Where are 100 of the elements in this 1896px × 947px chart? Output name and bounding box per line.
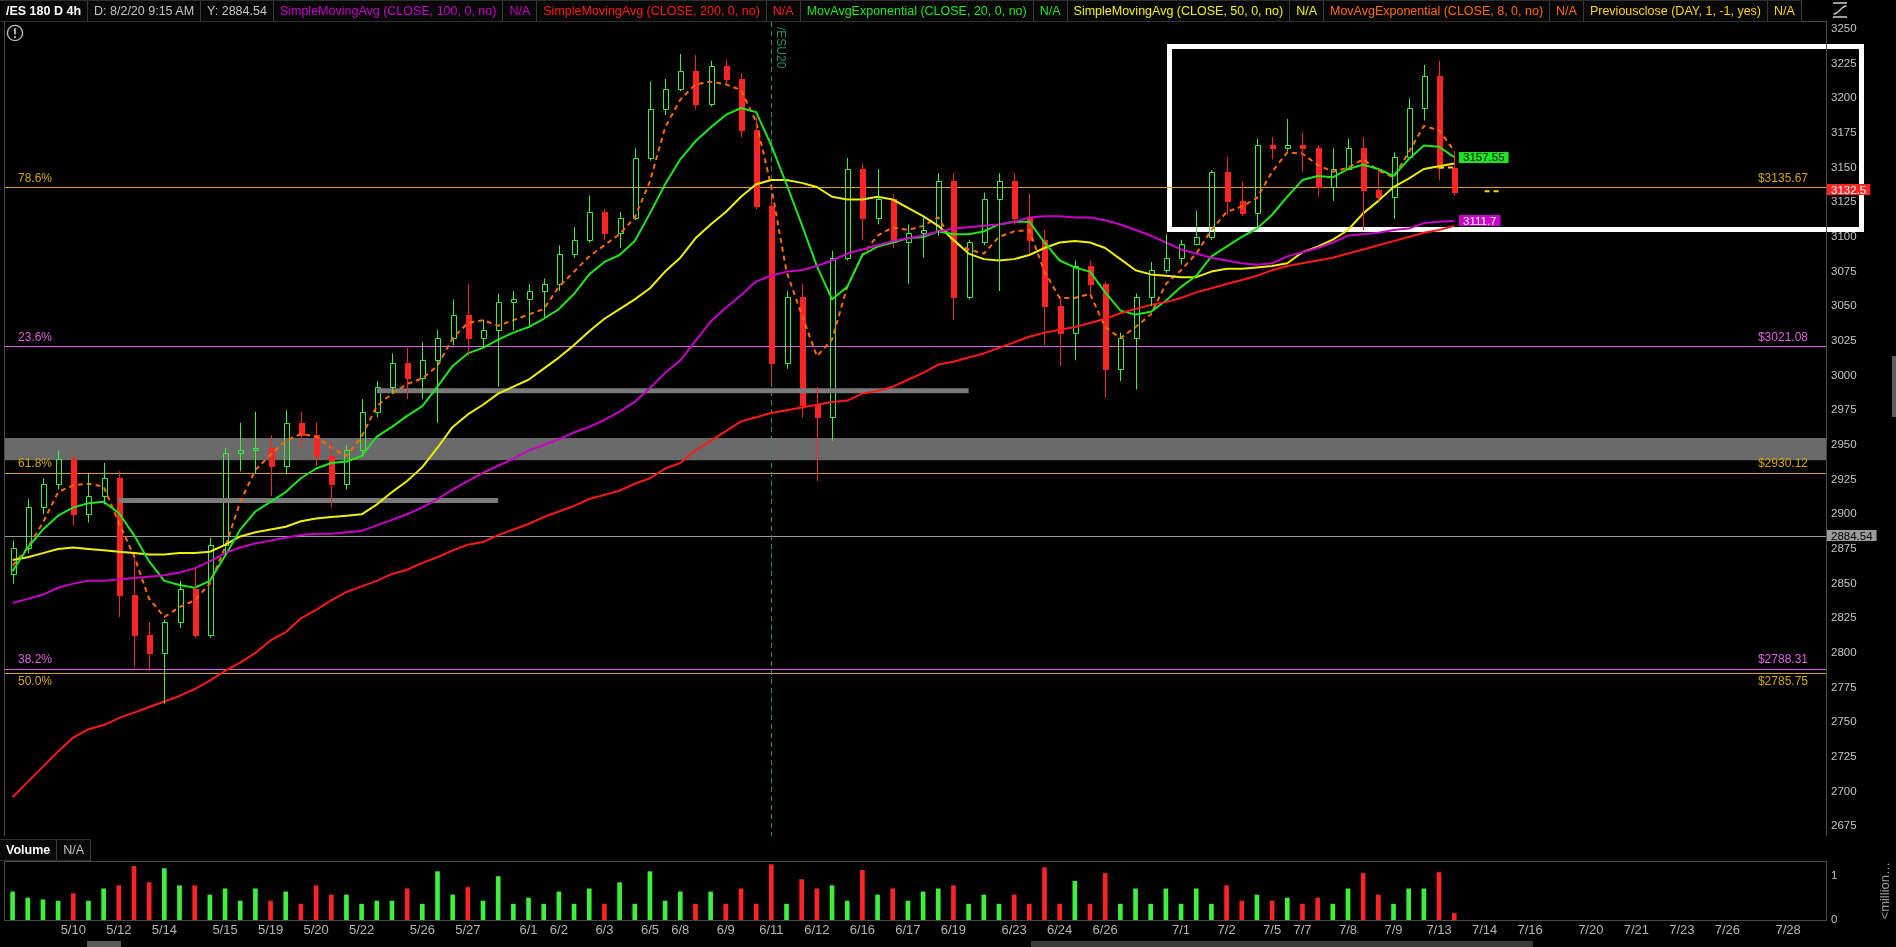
x-tick-label: 7/14 bbox=[1471, 922, 1498, 938]
y-tick-label: 2700 bbox=[1831, 784, 1857, 797]
bar bbox=[875, 894, 880, 920]
bar bbox=[192, 885, 198, 920]
candlestick bbox=[1376, 168, 1382, 202]
candlestick bbox=[253, 411, 259, 475]
x-tick-label: 6/23 bbox=[1001, 922, 1027, 938]
annotation: 38.2% bbox=[18, 652, 53, 667]
candlestick bbox=[329, 440, 335, 508]
text: D: 8/2/20 9:15 AM bbox=[88, 1, 202, 21]
candlestick bbox=[754, 117, 760, 210]
x-tick-label: 5/20 bbox=[303, 922, 329, 938]
ref-line-label: $3135.67 bbox=[1757, 170, 1809, 185]
x-tick-label: 7/20 bbox=[1578, 922, 1604, 938]
candlestick bbox=[223, 447, 229, 557]
candlestick bbox=[1255, 137, 1261, 228]
candlestick bbox=[314, 422, 320, 467]
x-tick-label: 7/13 bbox=[1426, 922, 1452, 938]
x-tick-label: 6/9 bbox=[716, 922, 735, 938]
y-tick-label: 2825 bbox=[1831, 611, 1857, 624]
bar bbox=[541, 903, 547, 920]
bar bbox=[769, 864, 774, 920]
candlestick bbox=[1270, 136, 1276, 160]
candlestick bbox=[269, 434, 275, 497]
bar bbox=[966, 903, 971, 920]
x-tick-label: 5/15 bbox=[212, 922, 238, 938]
candlestick bbox=[1300, 132, 1306, 173]
y-tick-label: 3125 bbox=[1831, 195, 1857, 208]
candlestick bbox=[1194, 210, 1200, 245]
y-tick-label: 3175 bbox=[1831, 126, 1857, 139]
candlestick bbox=[1316, 144, 1322, 198]
candlestick bbox=[876, 168, 882, 225]
ref-line-label: $3021.08 bbox=[1757, 329, 1809, 344]
x-tick-label: 5/12 bbox=[106, 922, 132, 938]
text: N/A bbox=[1033, 1, 1068, 21]
y-tick-label: 1 bbox=[1831, 869, 1838, 882]
bar bbox=[981, 894, 987, 920]
candlestick bbox=[739, 72, 745, 138]
candlestick bbox=[451, 298, 457, 346]
y-tick-label: 2850 bbox=[1831, 576, 1857, 589]
x-tick-label: 7/2 bbox=[1217, 922, 1236, 938]
y-tick-label: 3025 bbox=[1831, 334, 1857, 347]
candlestick bbox=[1164, 233, 1170, 274]
text: MovAvgExponential (CLOSE, 8, 0, no) bbox=[1323, 1, 1551, 21]
bar bbox=[1057, 903, 1062, 920]
text: Y: 2884.54 bbox=[201, 1, 274, 21]
candlestick bbox=[102, 462, 108, 506]
bar bbox=[1224, 885, 1229, 920]
candlestick bbox=[1134, 293, 1140, 390]
annotation: 78.6% bbox=[18, 170, 53, 185]
bar bbox=[25, 897, 31, 920]
bar bbox=[268, 900, 273, 920]
candlestick bbox=[26, 498, 32, 554]
text: Previousclose (DAY, 1, -1, yes) bbox=[1583, 1, 1769, 21]
candlestick bbox=[1331, 147, 1337, 202]
data-label: 3111.7 bbox=[1463, 214, 1497, 227]
bar bbox=[586, 888, 592, 920]
x-tick-label: 6/17 bbox=[895, 922, 921, 938]
annotation: 23.6% bbox=[18, 329, 53, 344]
y-tick-label: 2900 bbox=[1831, 507, 1857, 520]
candlestick bbox=[830, 250, 836, 442]
x-tick-label: 6/3 bbox=[595, 922, 614, 938]
y-tick-label: 2800 bbox=[1831, 646, 1857, 659]
bar bbox=[1026, 903, 1032, 920]
text: N/A bbox=[1290, 1, 1324, 21]
candlestick bbox=[1361, 136, 1367, 231]
bar bbox=[1239, 900, 1245, 920]
candlestick bbox=[299, 411, 305, 449]
y-tick-label: 3075 bbox=[1831, 264, 1857, 277]
x-tick-label: 6/11 bbox=[759, 922, 784, 938]
bar bbox=[1391, 903, 1396, 920]
x-tick-label: 5/19 bbox=[257, 922, 284, 938]
text: N/A bbox=[766, 1, 801, 21]
bar bbox=[860, 870, 865, 920]
y-tick-label: 2775 bbox=[1831, 680, 1857, 693]
candlestick bbox=[284, 409, 290, 475]
candlestick bbox=[1225, 156, 1231, 216]
bar bbox=[283, 891, 289, 920]
bar bbox=[617, 882, 622, 920]
x-tick-label: 6/2 bbox=[549, 922, 568, 938]
y-tick-label: 0 bbox=[1831, 913, 1838, 926]
candlestick bbox=[344, 444, 350, 490]
y-tick-label: 2750 bbox=[1831, 715, 1857, 728]
x-tick-label: 7/9 bbox=[1384, 922, 1403, 938]
bar bbox=[526, 897, 531, 920]
candlestick bbox=[375, 380, 381, 418]
candlestick bbox=[1452, 150, 1458, 196]
candlestick bbox=[527, 283, 533, 328]
y-tick-label: 3050 bbox=[1831, 299, 1857, 312]
bar bbox=[101, 888, 106, 920]
bar bbox=[1133, 888, 1138, 920]
candlestick bbox=[71, 452, 77, 526]
text: 3132.5 bbox=[1831, 183, 1867, 196]
candlestick bbox=[1179, 239, 1185, 266]
candlestick bbox=[435, 329, 441, 424]
x-tick-label: 5/10 bbox=[60, 922, 86, 938]
candlestick bbox=[845, 157, 851, 262]
candlestick bbox=[1012, 172, 1018, 225]
x-tick-label: 6/19 bbox=[940, 922, 967, 938]
x-tick-label: 6/5 bbox=[640, 922, 659, 938]
